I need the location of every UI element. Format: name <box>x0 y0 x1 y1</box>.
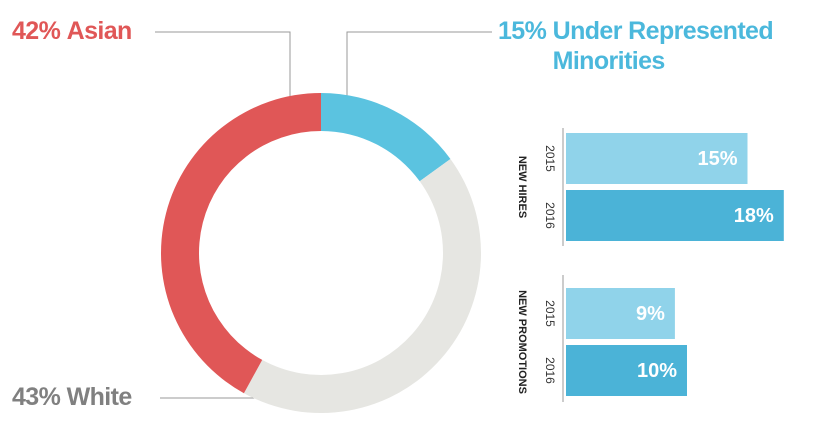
donut-label: 15% Under Represented Minorities <box>498 16 789 76</box>
donut-label: 42% Asian <box>12 16 132 46</box>
value-label: 18% <box>734 205 774 227</box>
leader-line <box>155 31 291 115</box>
bar <box>566 288 675 339</box>
bar <box>566 190 784 241</box>
year-label: 2015 <box>543 145 557 172</box>
value-label: 10% <box>637 360 677 382</box>
bar <box>566 345 687 396</box>
value-label: 42% <box>12 17 61 45</box>
bar <box>566 133 748 184</box>
year-label: 2016 <box>543 202 557 229</box>
category-label: Asian <box>66 17 133 45</box>
value-label: 15% <box>498 17 547 45</box>
donut-segment <box>243 158 481 413</box>
category-label: White <box>66 383 133 411</box>
group-title: NEW PROMOTIONS <box>516 290 528 394</box>
value-label: 9% <box>636 303 665 325</box>
donut-label: 43% White <box>12 382 132 412</box>
leader-lines <box>155 31 564 402</box>
year-label: 2016 <box>543 357 557 384</box>
value-label: 43% <box>12 383 61 411</box>
value-label: 15% <box>697 148 737 170</box>
year-label: 2015 <box>543 300 557 327</box>
category-label: Under Represented Minorities <box>552 17 774 75</box>
leader-line <box>346 31 492 115</box>
group-title: NEW HIRES <box>516 156 528 218</box>
donut-segment <box>160 92 321 394</box>
donut-segment <box>321 93 451 182</box>
